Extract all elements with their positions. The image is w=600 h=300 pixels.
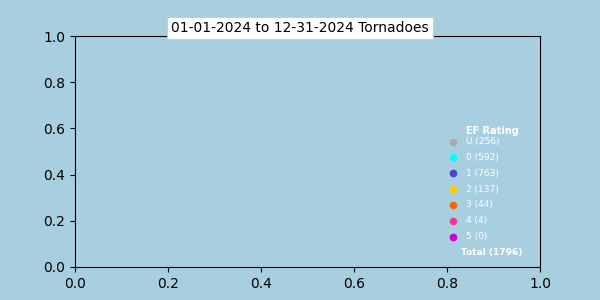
Text: 5 (0): 5 (0): [467, 232, 488, 241]
Point: [448, 234, 458, 239]
Text: 4 (4): 4 (4): [467, 216, 488, 225]
Text: U (256): U (256): [467, 137, 500, 146]
Point: [448, 218, 458, 223]
Point: [448, 171, 458, 176]
Point: [448, 139, 458, 144]
Text: 1 (763): 1 (763): [467, 169, 499, 178]
Point: [448, 202, 458, 207]
Text: 2 (137): 2 (137): [467, 184, 499, 194]
Text: Total (1796): Total (1796): [461, 248, 523, 257]
Text: 3 (44): 3 (44): [467, 200, 493, 209]
Text: 01-01-2024 to 12-31-2024 Tornadoes: 01-01-2024 to 12-31-2024 Tornadoes: [171, 21, 429, 35]
Text: 0 (592): 0 (592): [467, 153, 499, 162]
Point: [448, 155, 458, 160]
Point: [448, 187, 458, 191]
Text: EF Rating: EF Rating: [466, 126, 518, 136]
